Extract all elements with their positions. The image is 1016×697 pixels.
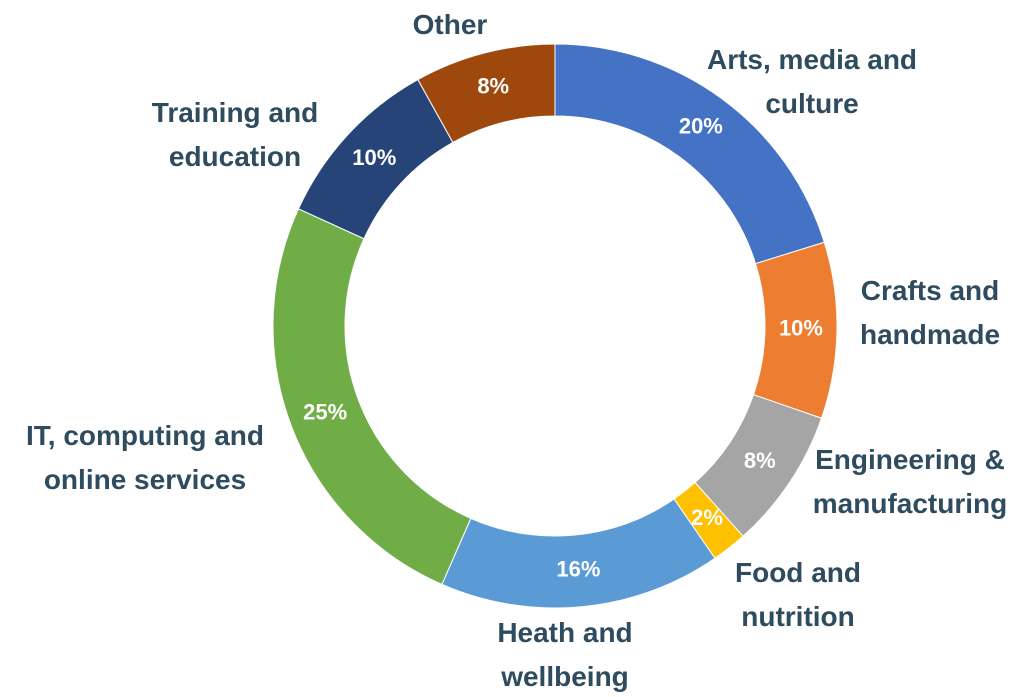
donut-segment xyxy=(417,43,556,144)
category-label: Food and nutrition xyxy=(735,557,861,632)
category-label: Other xyxy=(412,9,488,40)
value-label: 10% xyxy=(779,316,823,341)
donut-segment xyxy=(272,208,472,586)
category-label: Training and education xyxy=(151,97,319,172)
category-label: IT, computing and online services xyxy=(26,420,264,495)
donut-segment xyxy=(441,498,716,609)
category-label: Engineering & manufacturing xyxy=(812,444,1008,519)
value-label: 10% xyxy=(352,145,396,170)
category-label: Heath and wellbeing xyxy=(497,617,633,692)
value-label: 8% xyxy=(477,74,509,99)
value-label: 2% xyxy=(691,505,723,530)
category-label: Crafts and handmade xyxy=(859,275,1001,350)
value-label: 16% xyxy=(556,557,600,582)
value-label: 8% xyxy=(744,448,776,473)
value-label: 25% xyxy=(303,400,347,425)
category-label: Arts, media and culture xyxy=(706,44,918,119)
value-label: 20% xyxy=(679,114,723,139)
